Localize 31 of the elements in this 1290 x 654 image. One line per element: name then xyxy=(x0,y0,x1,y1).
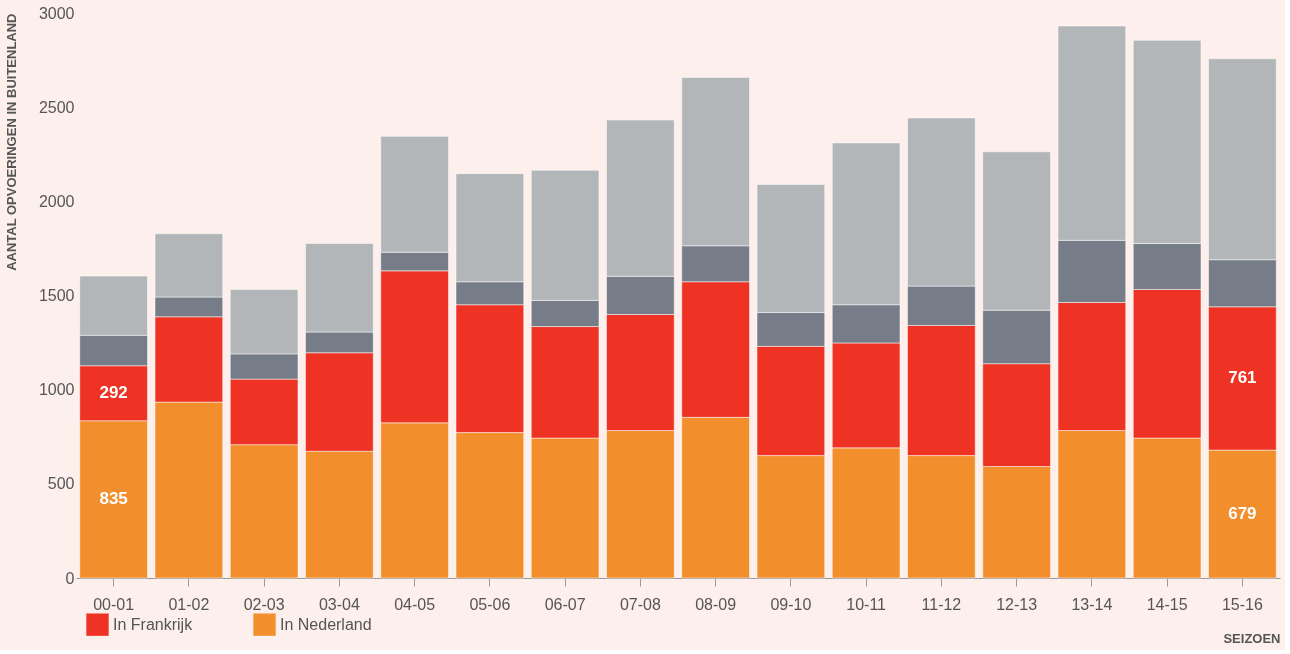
x-tick-label: 04-05 xyxy=(394,595,436,613)
x-tick-label: 15-16 xyxy=(1221,595,1263,613)
data-label: 679 xyxy=(1228,504,1257,524)
x-tick-label: 06-07 xyxy=(544,595,586,613)
x-tick-label: 00-01 xyxy=(93,595,135,613)
x-tick-label: 11-12 xyxy=(921,595,962,613)
y-tick-label: 0 xyxy=(65,569,75,587)
y-tick-label: 1000 xyxy=(38,381,75,399)
x-tick-label: 07-08 xyxy=(619,595,661,613)
x-axis-title: SEIZOEN xyxy=(1223,630,1281,646)
y-tick-label: 2500 xyxy=(38,98,75,116)
y-tick-label: 500 xyxy=(47,475,75,493)
x-tick-label: 12-13 xyxy=(996,595,1038,613)
data-label: 835 xyxy=(99,489,128,509)
data-label: 292 xyxy=(99,383,128,403)
x-tick-label: 02-03 xyxy=(243,595,285,613)
x-tick-label: 14-15 xyxy=(1146,595,1188,613)
legend-label: In Nederland xyxy=(280,615,372,633)
y-tick-label: 2000 xyxy=(38,192,75,210)
x-tick-label: 01-02 xyxy=(168,595,210,613)
legend-label: In Frankrijk xyxy=(113,615,194,633)
x-tick-label: 13-14 xyxy=(1071,595,1113,613)
data-label: 761 xyxy=(1228,368,1257,388)
x-tick-label: 10-11 xyxy=(846,595,887,613)
y-tick-label: 3000 xyxy=(38,4,75,22)
x-tick-label: 08-09 xyxy=(695,595,737,613)
x-tick-label: 09-10 xyxy=(770,595,812,613)
x-tick-label: 05-06 xyxy=(469,595,511,613)
x-tick-label: 03-04 xyxy=(318,595,360,613)
y-tick-label: 1500 xyxy=(38,287,75,304)
y-axis-title: AANTAL OPVOERINGEN IN BUITENLAND xyxy=(3,13,19,271)
